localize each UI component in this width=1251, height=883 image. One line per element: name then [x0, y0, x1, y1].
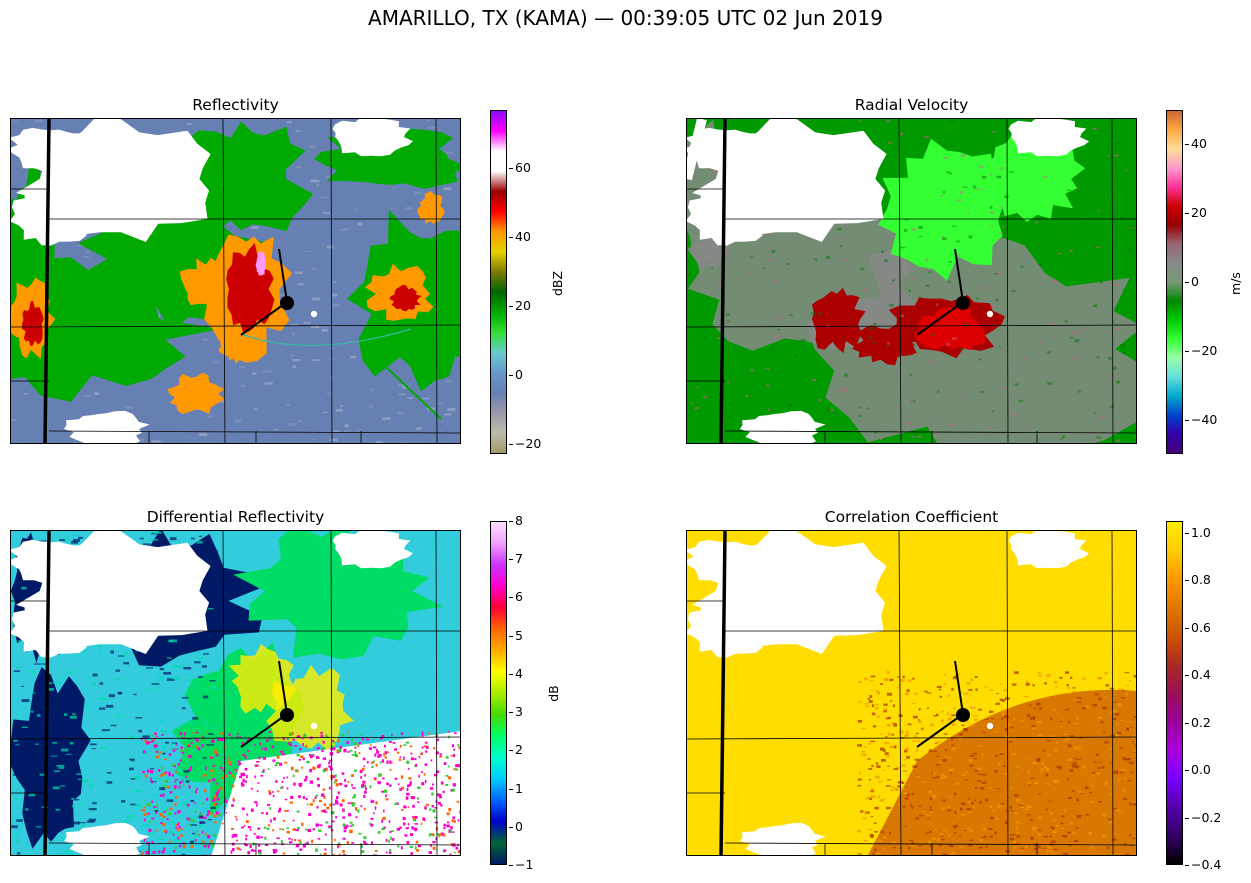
- no-echo-region: [11, 181, 94, 246]
- no-echo-region: [687, 181, 770, 246]
- colorbar-tick-label: −20: [508, 435, 542, 451]
- no-echo-region: [687, 539, 770, 584]
- colorbar-tick-label: 0.6: [1185, 619, 1211, 635]
- no-echo-region: [63, 822, 150, 855]
- colorbar-tick-label: 4: [509, 665, 523, 681]
- state-border: [719, 119, 727, 443]
- colorbar-tick-label: 0: [509, 818, 523, 834]
- colorbar-tick-label: 0: [509, 366, 523, 382]
- state-border: [43, 119, 51, 443]
- reference-point-marker: [310, 310, 318, 318]
- radar-site-marker: [280, 708, 294, 722]
- panel-title-zdr: Differential Reflectivity: [146, 508, 325, 526]
- colorbar-tick-label: −0.2: [1184, 809, 1222, 825]
- colorbar-tick-label: 0.4: [1185, 667, 1211, 683]
- colorbar-tick-label: −1: [508, 857, 534, 872]
- no-echo-region: [1008, 119, 1089, 157]
- radar-site-marker: [280, 296, 294, 310]
- no-echo-region: [11, 593, 94, 658]
- zdr-radar-image: [11, 531, 460, 855]
- colorbar-tick-label: 0.8: [1185, 572, 1211, 588]
- no-echo-region: [332, 119, 413, 157]
- no-echo-region: [687, 127, 770, 172]
- colorbar-tick-label: 40: [509, 229, 531, 245]
- figure-title: AMARILLO, TX (KAMA) — 00:39:05 UTC 02 Ju…: [368, 6, 883, 30]
- colorbar-tick-label: 6: [509, 589, 523, 605]
- zdr-colorbar: [490, 521, 507, 865]
- colorbar-tick-label: −40: [1184, 411, 1218, 427]
- no-echo-region: [63, 410, 150, 443]
- zdr-colorbar-label: dB: [545, 685, 561, 702]
- velocity-radar-image: [687, 119, 1136, 443]
- velocity-colorbar-label: m/s: [1227, 272, 1243, 295]
- no-echo-region: [11, 539, 94, 584]
- no-echo-region: [739, 822, 826, 855]
- radar-site-marker: [956, 296, 970, 310]
- colorbar-tick-label: 5: [509, 627, 523, 643]
- reference-point-marker: [986, 310, 994, 318]
- colorbar-tick-label: −20: [1184, 342, 1218, 358]
- panel-title-reflectivity: Reflectivity: [192, 96, 279, 114]
- reflectivity-colorbar: [490, 110, 507, 454]
- cc-map[interactable]: [686, 530, 1137, 856]
- cc-radar-image: [687, 531, 1136, 855]
- colorbar-tick-label: 3: [509, 704, 523, 720]
- no-echo-region: [332, 531, 413, 569]
- county-lines: [687, 119, 1136, 443]
- zdr-map[interactable]: [10, 530, 461, 856]
- colorbar-tick-label: 20: [1185, 205, 1207, 221]
- colorbar-tick-label: 0.0: [1185, 762, 1211, 778]
- no-echo-region: [739, 410, 826, 443]
- colorbar-tick-label: 0: [1185, 274, 1199, 289]
- no-echo-region: [687, 593, 770, 658]
- reference-point-marker: [986, 722, 994, 730]
- velocity-map[interactable]: [686, 118, 1137, 444]
- radar-site-marker: [956, 708, 970, 722]
- colorbar-tick-label: 1.0: [1185, 524, 1211, 540]
- no-echo-region: [11, 127, 94, 172]
- colorbar-tick-label: 1: [509, 780, 523, 796]
- county-lines: [11, 531, 460, 855]
- reflectivity-colorbar-label: dBZ: [550, 270, 566, 297]
- reference-point-marker: [310, 722, 318, 730]
- velocity-colorbar: [1166, 110, 1183, 454]
- colorbar-tick-label: −0.4: [1184, 857, 1222, 872]
- colorbar-tick-label: 60: [509, 160, 531, 176]
- panel-title-velocity: Radial Velocity: [854, 96, 969, 114]
- no-echo-region: [1008, 531, 1089, 569]
- colorbar-tick-label: 7: [509, 551, 523, 567]
- cc-colorbar: [1166, 521, 1183, 865]
- state-border: [43, 531, 51, 855]
- colorbar-tick-label: 40: [1185, 136, 1207, 152]
- panel-title-cc: Correlation Coefficient: [824, 508, 999, 526]
- county-lines: [11, 119, 460, 443]
- colorbar-tick-label: 20: [509, 298, 531, 314]
- reflectivity-radar-image: [11, 119, 460, 443]
- colorbar-tick-label: 2: [509, 742, 523, 758]
- reflectivity-map[interactable]: [10, 118, 461, 444]
- colorbar-tick-label: 8: [509, 513, 523, 528]
- state-border: [719, 531, 727, 855]
- county-lines: [687, 531, 1136, 855]
- colorbar-tick-label: 0.2: [1185, 714, 1211, 730]
